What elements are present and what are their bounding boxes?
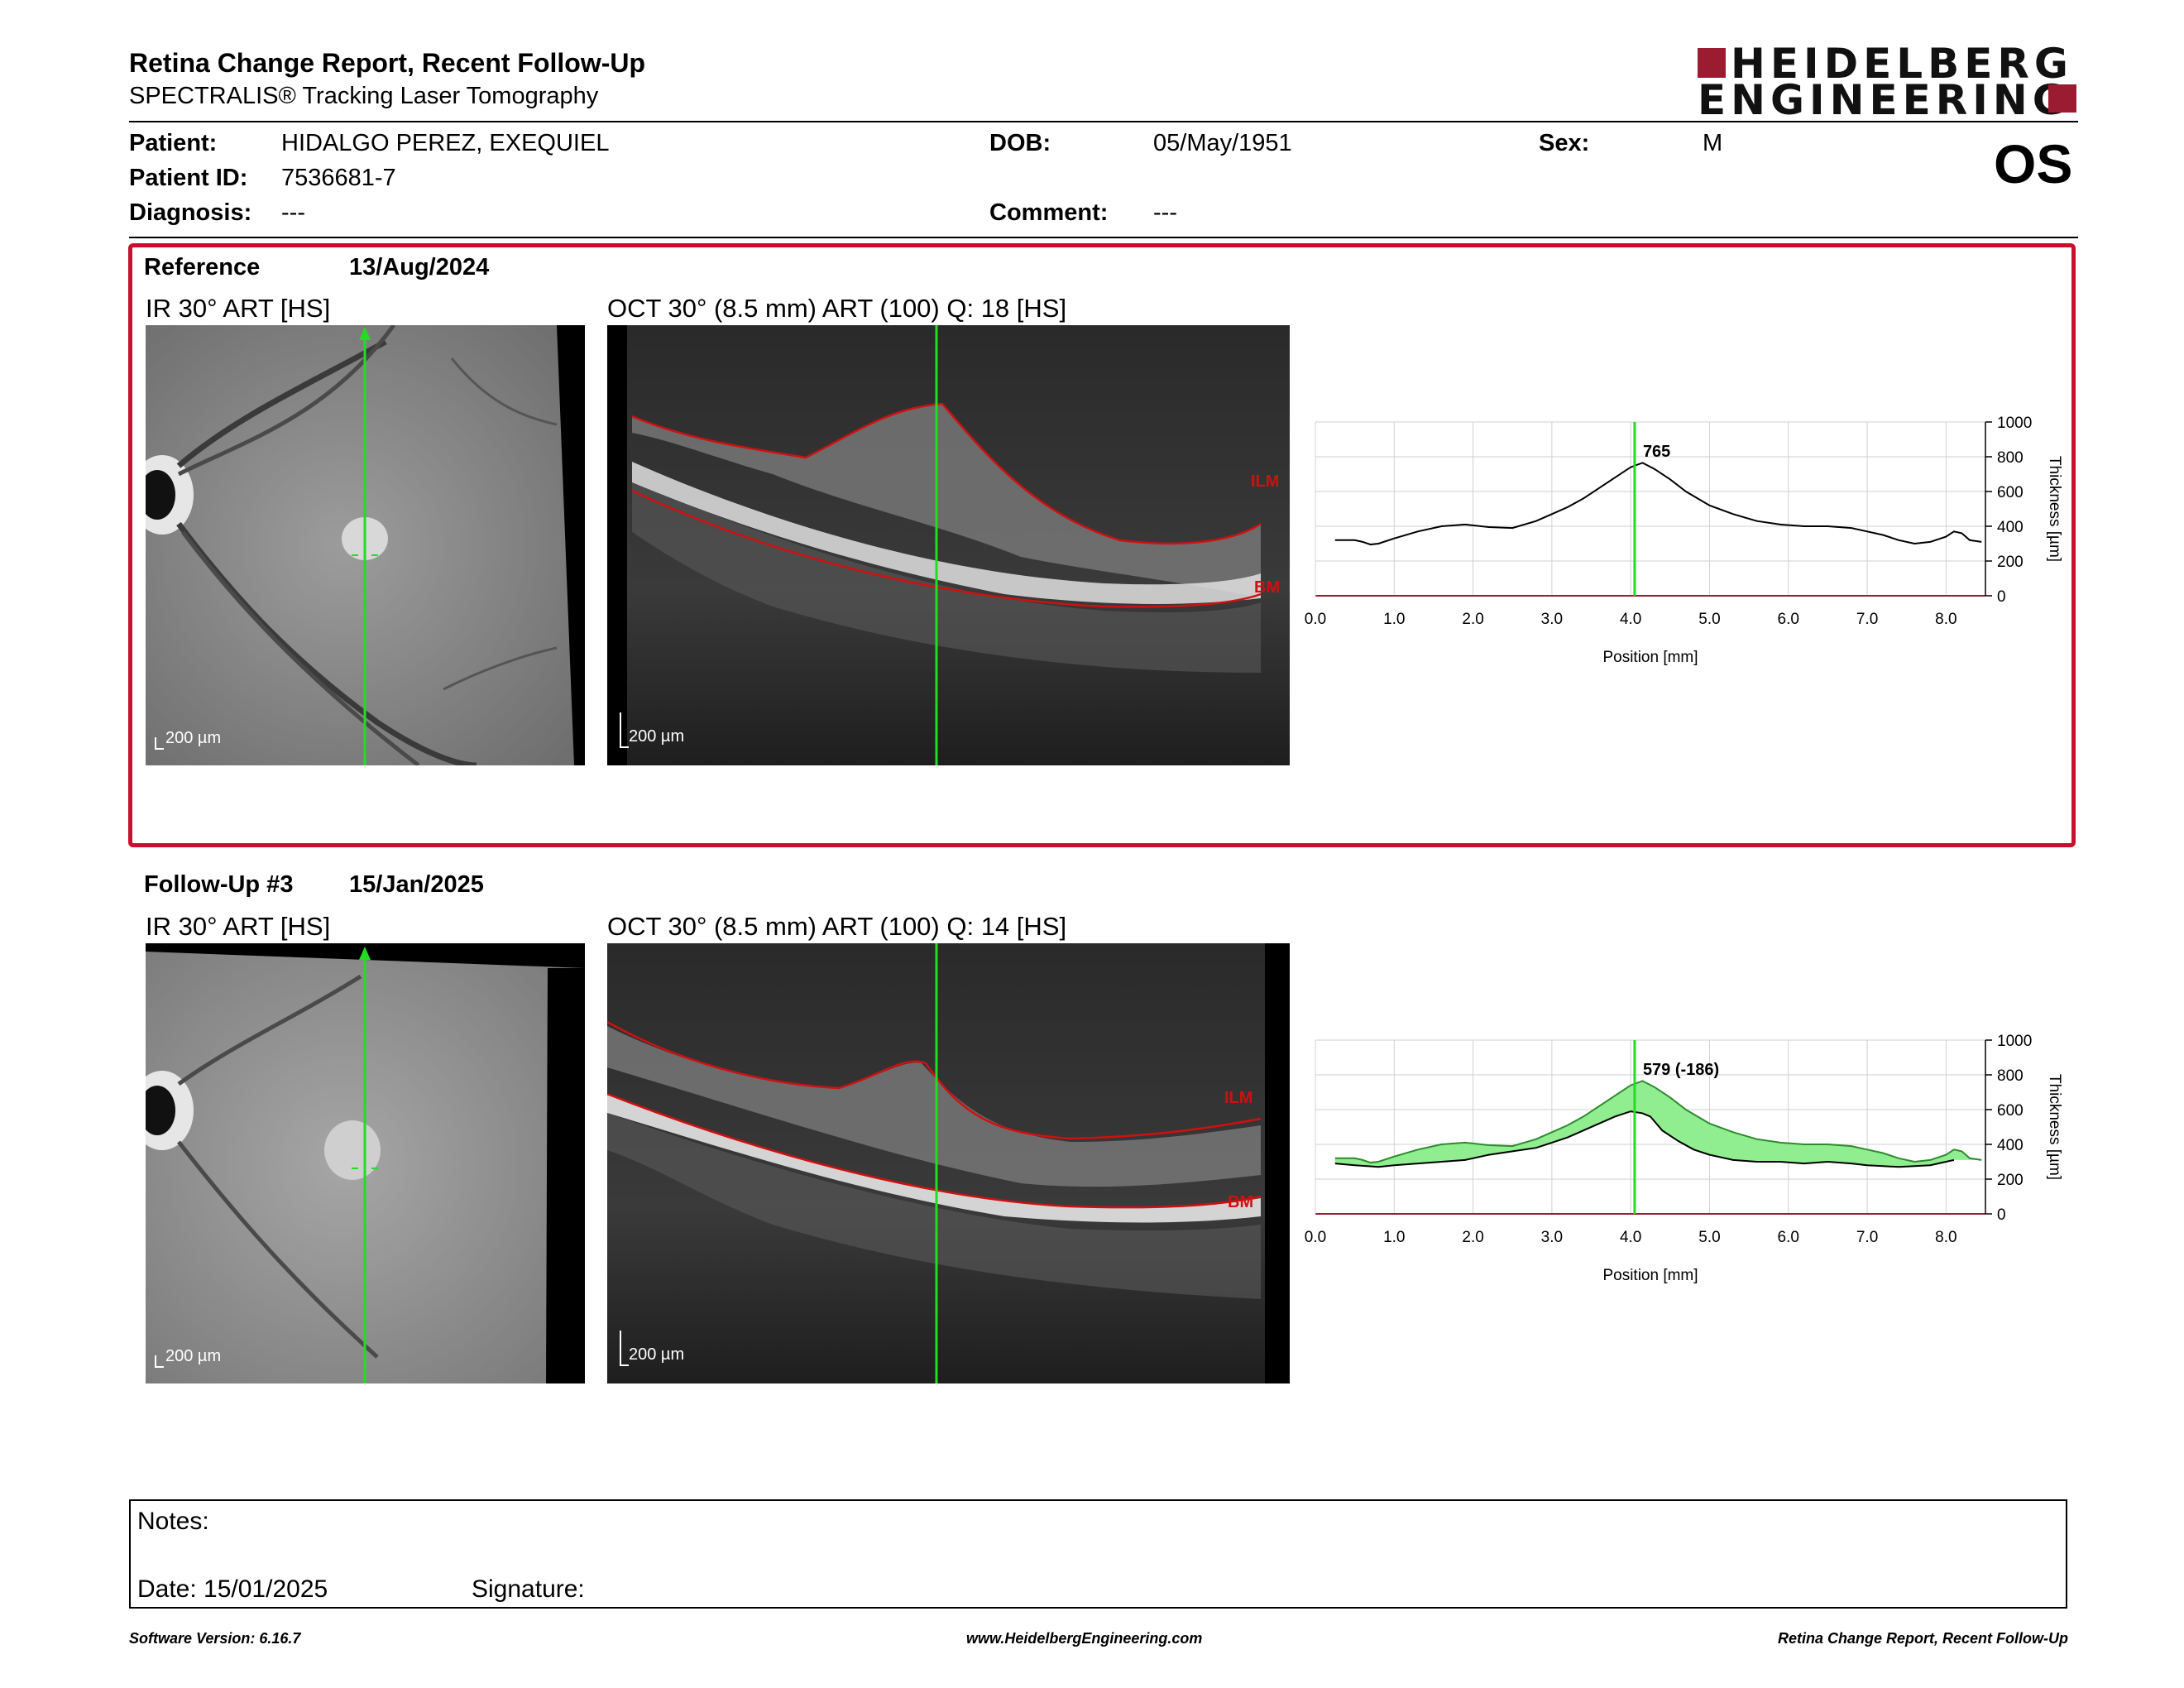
x-tick-label: 8.0 (1935, 611, 1956, 628)
x-tick-label: 7.0 (1856, 1229, 1878, 1246)
reference-oct-image[interactable]: ILM BM 200 µm (607, 325, 1290, 765)
x-tick-label: 5.0 (1698, 1229, 1720, 1246)
sex-value: M (1703, 130, 1723, 156)
thickness-series-line (1334, 462, 1982, 546)
report-subtitle: SPECTRALIS® Tracking Laser Tomography (129, 83, 599, 109)
followup-ir-scale: 200 µm (165, 1347, 222, 1365)
followup-oct-scale: 200 µm (629, 1345, 685, 1364)
x-tick-label: 1.0 (1383, 611, 1405, 628)
y-axis-label: Thickness [µm] (2046, 1074, 2063, 1180)
reference-frame (128, 243, 2076, 847)
signature-label: Signature: (472, 1575, 585, 1603)
x-tick-label: 1.0 (1383, 1229, 1405, 1246)
eye-indicator: OS (1994, 133, 2073, 194)
y-tick-label: 200 (1997, 554, 2024, 571)
y-tick-label: 800 (1997, 449, 2024, 467)
marker-value-label: 765 (1643, 443, 1670, 461)
patient-id-value: 7536681-7 (281, 165, 396, 191)
patient-label: Patient: (129, 130, 218, 156)
reference-oct-label: OCT 30° (8.5 mm) ART (100) Q: 18 [HS] (607, 294, 1067, 323)
followup-date: 15/Jan/2025 (349, 871, 484, 898)
patient-name: HIDALGO PEREZ, EXEQUIEL (281, 130, 610, 156)
comment-label: Comment: (989, 199, 1109, 226)
followup-oct-image[interactable]: ILM BM 200 µm (607, 943, 1290, 1383)
x-tick-label: 0.0 (1305, 611, 1326, 628)
x-tick-label: 4.0 (1620, 1229, 1641, 1246)
followup-label: Follow-Up #3 (144, 871, 294, 898)
y-tick-label: 600 (1997, 1102, 2024, 1120)
dob-value: 05/May/1951 (1153, 130, 1292, 156)
x-tick-label: 2.0 (1462, 611, 1483, 628)
x-tick-label: 8.0 (1935, 1229, 1956, 1246)
y-tick-label: 1000 (1997, 1033, 2032, 1050)
logo-line1: HEIDELBERG (1731, 40, 2073, 88)
followup-ilm-label: ILM (1224, 1089, 1253, 1107)
header-divider (129, 121, 2078, 122)
notes-date: Date: 15/01/2025 (137, 1575, 328, 1603)
x-tick-label: 6.0 (1778, 1229, 1799, 1246)
footer-website[interactable]: www.HeidelbergEngineering.com (966, 1630, 1203, 1647)
logo-line2: ENGINEERING (1698, 76, 2071, 124)
x-tick-label: 0.0 (1305, 1229, 1326, 1246)
x-tick-label: 3.0 (1541, 611, 1563, 628)
x-axis-label: Position [mm] (1602, 649, 1698, 666)
x-tick-label: 7.0 (1856, 611, 1878, 628)
reference-ir-image[interactable]: 200 µm (146, 325, 585, 765)
reference-ir-scale: 200 µm (165, 729, 222, 747)
y-tick-label: 400 (1997, 1137, 2024, 1154)
x-tick-label: 4.0 (1620, 611, 1641, 628)
comment-value: --- (1153, 199, 1177, 226)
patient-id-label: Patient ID: (129, 165, 248, 191)
x-tick-label: 6.0 (1778, 611, 1799, 628)
followup-ir-label: IR 30° ART [HS] (146, 912, 331, 941)
reference-date: 13/Aug/2024 (349, 254, 490, 281)
followup-series-line (1334, 1110, 1955, 1168)
x-tick-label: 3.0 (1541, 1229, 1563, 1246)
y-axis-label: Thickness [µm] (2046, 456, 2063, 562)
reference-thickness-chart: 0 200 400 600 800 1000 0.0 1.0 2.0 3.0 4.0 5.0 6.0 7.… (1305, 415, 2063, 666)
marker-value-label: 579 (-186) (1643, 1061, 1719, 1079)
reference-series-line (1334, 1080, 1982, 1164)
x-axis-label: Position [mm] (1602, 1267, 1698, 1284)
reference-label: Reference (144, 254, 261, 281)
y-tick-label: 200 (1997, 1172, 2024, 1189)
reference-oct-scale: 200 µm (629, 727, 685, 746)
reference-bm-label: BM (1254, 578, 1281, 597)
reference-ir-label: IR 30° ART [HS] (146, 294, 331, 323)
patient-divider (129, 237, 2078, 238)
diagnosis-value: --- (281, 199, 305, 226)
y-tick-label: 0 (1997, 1206, 2006, 1224)
y-tick-label: 0 (1997, 588, 2006, 606)
sex-label: Sex: (1539, 130, 1590, 156)
dob-label: DOB: (989, 130, 1051, 156)
reference-ilm-label: ILM (1251, 472, 1280, 491)
notes-box[interactable]: Notes: Date: 15/01/2025 Signature: (129, 1499, 2067, 1609)
footer-report-name: Retina Change Report, Recent Follow-Up (1777, 1630, 2068, 1647)
x-tick-label: 2.0 (1462, 1229, 1483, 1246)
report-title: Retina Change Report, Recent Follow-Up (129, 48, 646, 78)
notes-label: Notes: (137, 1508, 209, 1535)
change-area (1334, 1081, 1982, 1168)
y-tick-label: 1000 (1997, 415, 2032, 432)
y-tick-label: 400 (1997, 519, 2024, 536)
diagnosis-label: Diagnosis: (129, 199, 252, 226)
y-tick-label: 800 (1997, 1067, 2024, 1085)
followup-ir-image[interactable]: 200 µm (146, 943, 585, 1383)
followup-thickness-chart: 0 200 400 600 800 1000 0.0 1.0 2.0 3.0 4.0 5.0 6.0 7.… (1305, 1033, 2063, 1284)
heidelberg-logo: HEIDELBERG ENGINEERING (1698, 40, 2078, 121)
followup-oct-label: OCT 30° (8.5 mm) ART (100) Q: 14 [HS] (607, 912, 1067, 941)
followup-bm-label: BM (1228, 1193, 1254, 1211)
footer-software-version: Software Version: 6.16.7 (129, 1630, 301, 1647)
x-tick-label: 5.0 (1698, 611, 1720, 628)
y-tick-label: 600 (1997, 484, 2024, 501)
